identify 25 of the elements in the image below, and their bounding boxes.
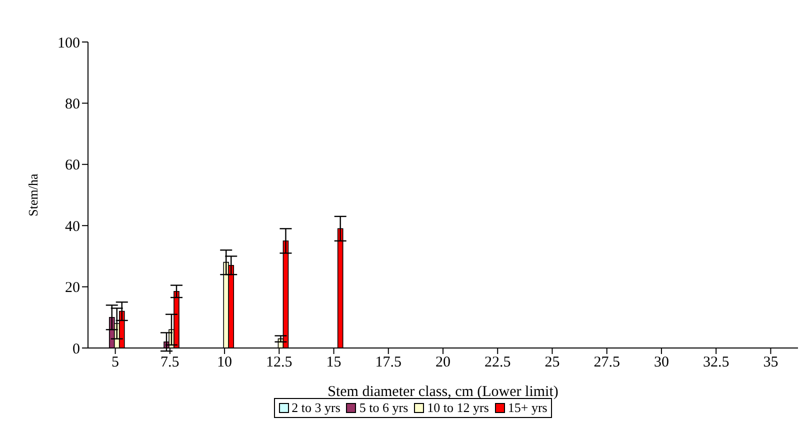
x-tick-label: 7.5: [160, 354, 180, 371]
legend-label: 5 to 6 yrs: [358, 400, 408, 416]
x-tick-label: 25: [544, 354, 560, 371]
x-tick-label: 27.5: [594, 354, 620, 371]
y-tick-label: 80: [65, 96, 80, 113]
x-tick-label: 20: [436, 354, 450, 371]
y-tick-label: 60: [65, 158, 80, 174]
legend-label: 2 to 3 yrs: [290, 400, 340, 416]
x-tick-label: 10: [217, 354, 232, 371]
x-tick-label: 12.5: [266, 354, 292, 371]
x-tick-label: 15: [326, 354, 342, 371]
legend-label: 10 to 12 yrs: [426, 400, 489, 416]
x-tick-label: 22.5: [484, 354, 511, 371]
y-tick-label: 40: [65, 218, 80, 235]
y-tick-label: 0: [72, 341, 80, 358]
legend-label: 15+ yrs: [506, 400, 548, 416]
x-tick-label: 5: [112, 354, 120, 371]
y-tick-label: 20: [65, 280, 80, 296]
y-tick-label: 100: [58, 35, 80, 52]
x-tick-label: 30: [654, 354, 669, 371]
x-tick-label: 35: [763, 354, 778, 371]
y-axis-title: Stem/ha: [26, 173, 41, 216]
x-axis-title: Stem diameter class, cm (Lower limit): [328, 384, 558, 400]
x-tick-label: 17.5: [375, 354, 402, 371]
x-tick-label: 32.5: [702, 354, 730, 371]
